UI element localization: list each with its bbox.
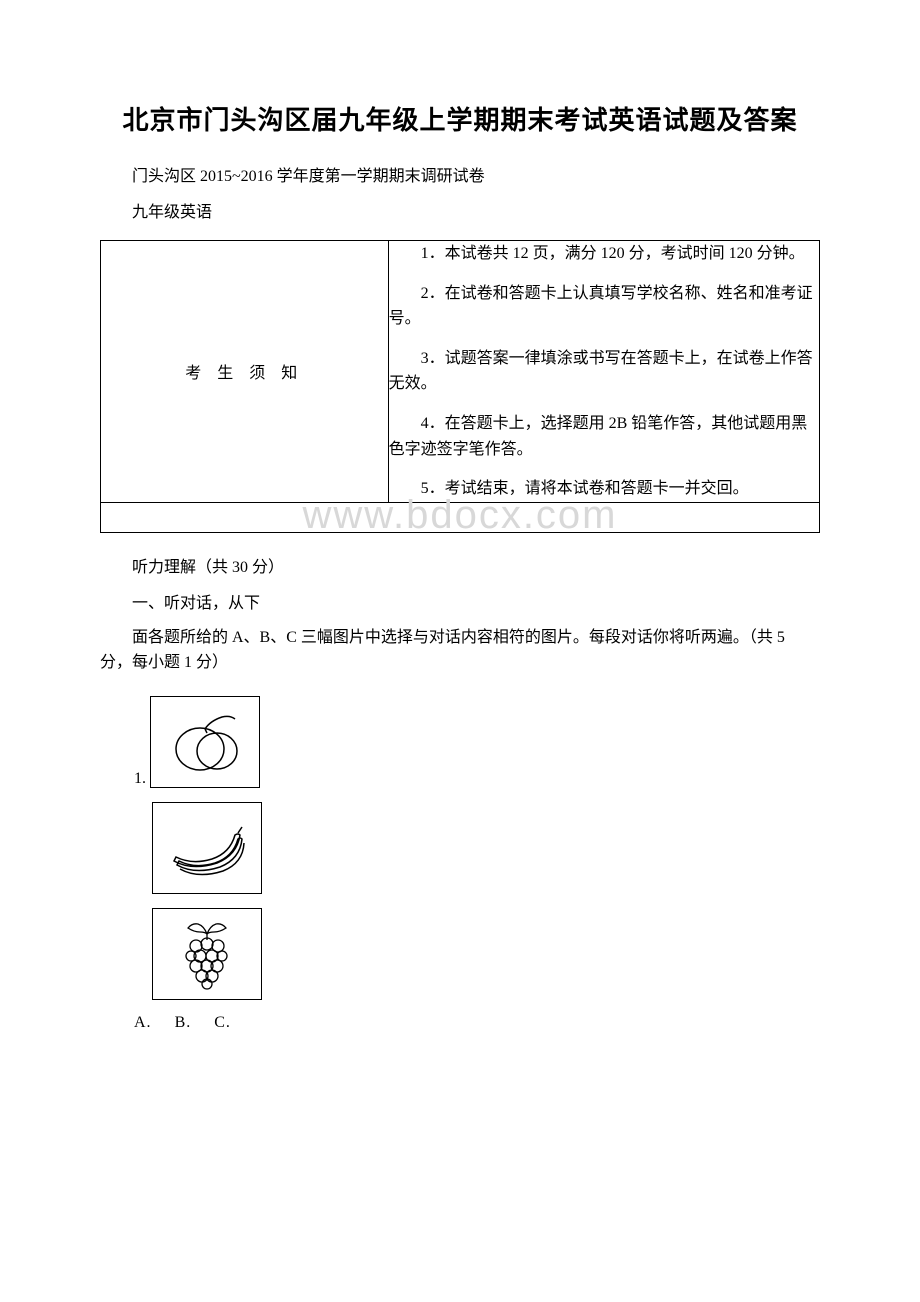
image-banana: [152, 802, 262, 894]
subtitle: 门头沟区 2015~2016 学年度第一学期期末调研试卷: [100, 162, 820, 186]
image-grapes: [152, 908, 262, 1000]
apple-icon: [160, 707, 250, 777]
notice-bottom-cell: www.bdocx.com: [101, 502, 820, 532]
question-1-number: 1.: [134, 770, 146, 788]
grade-label: 九年级英语: [100, 198, 820, 222]
notice-item-1: 1．本试卷共 12 页，满分 120 分，考试时间 120 分钟。: [389, 241, 819, 267]
listening-heading: 听力理解（共 30 分）: [100, 553, 820, 577]
notice-left-cell: 考 生 须 知: [101, 241, 389, 503]
listening-sub: 一、听对话，从下: [100, 589, 820, 613]
grapes-icon: [172, 918, 242, 990]
option-a: A.: [134, 1014, 152, 1031]
page-title: 北京市门头沟区届九年级上学期期末考试英语试题及答案: [100, 100, 820, 137]
option-c: C.: [214, 1014, 231, 1031]
question-1-row: 1.: [134, 696, 820, 788]
notice-item-3: 3．试题答案一律填涂或书写在答题卡上，在试卷上作答无效。: [389, 346, 819, 397]
notice-right-cell: 1．本试卷共 12 页，满分 120 分，考试时间 120 分钟。 2．在试卷和…: [388, 241, 819, 503]
image-apple: [150, 696, 260, 788]
notice-item-4: 4．在答题卡上，选择题用 2B 铅笔作答，其他试题用黑色字迹签字笔作答。: [389, 411, 819, 462]
banana-icon: [162, 813, 252, 883]
watermark-text: www.bdocx.com: [303, 493, 618, 538]
notice-item-2: 2．在试卷和答题卡上认真填写学校名称、姓名和准考证号。: [389, 281, 819, 332]
option-b: B.: [175, 1014, 192, 1031]
options-row: A. B. C.: [134, 1014, 820, 1032]
listening-instruction: 面各题所给的 A、B、C 三幅图片中选择与对话内容相符的图片。每段对话你将听两遍…: [100, 625, 820, 676]
notice-table: 考 生 须 知 1．本试卷共 12 页，满分 120 分，考试时间 120 分钟…: [100, 240, 820, 533]
